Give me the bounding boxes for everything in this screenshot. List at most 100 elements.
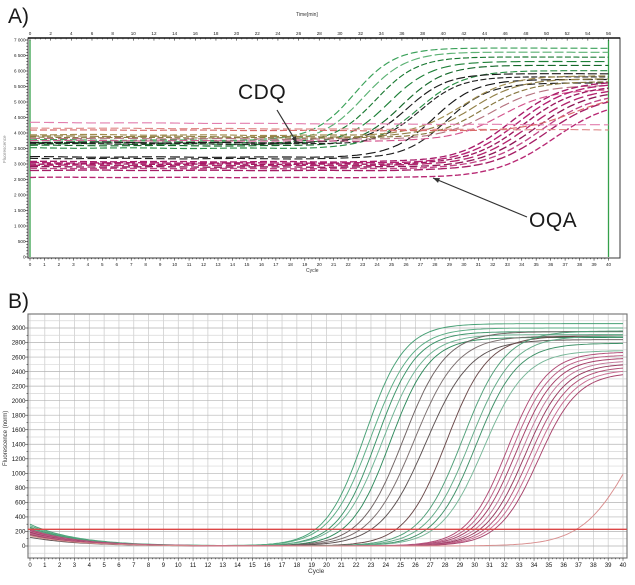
cycle-tick-label: 4 — [87, 262, 90, 267]
cycle-tick-label: 30 — [471, 563, 478, 569]
cycle-tick-label: 13 — [215, 262, 221, 267]
cycle-tick-label: 19 — [302, 262, 308, 267]
fluorescence-tick-label: 6 500 — [14, 53, 26, 58]
time-tick-label: 0 — [29, 31, 32, 36]
panel-b-label: B) — [8, 290, 29, 313]
fluorescence-tick-label: 2 000 — [14, 193, 26, 198]
cycle-tick-label: 35 — [546, 563, 553, 569]
cycle-tick-label: 26 — [412, 563, 419, 569]
panel-b-axes: 0 1 2 3 4 5 6 7 8 9 10 11 12 13 14 15 16 17 18 19 20 21 22 23 24… — [12, 325, 627, 569]
cycle-tick-label: 38 — [577, 262, 583, 267]
time-tick-label: 24 — [275, 31, 281, 36]
cycle-tick-label: 18 — [294, 563, 301, 569]
panel-b-x-axis-title: Cycle — [308, 568, 325, 575]
panel-a-series-line — [30, 93, 609, 168]
cycle-tick-label: 5 — [102, 563, 106, 569]
cycle-tick-label: 6 — [115, 262, 118, 267]
annotation-cdq: CDQ — [238, 81, 287, 104]
fluorescence-tick-label: 2200 — [12, 383, 26, 390]
time-tick-label: 4 — [70, 31, 73, 36]
cycle-tick-label: 26 — [403, 262, 409, 267]
cycle-tick-label: 28 — [432, 262, 438, 267]
cycle-tick-label: 8 — [144, 262, 147, 267]
time-tick-label: 28 — [317, 31, 323, 36]
fluorescence-tick-label: 1 500 — [14, 208, 26, 213]
time-tick-label: 14 — [172, 31, 178, 36]
time-tick-label: 6 — [91, 31, 94, 36]
panel-a-series-line — [30, 108, 609, 179]
fluorescence-tick-label: 5 500 — [14, 84, 26, 89]
time-tick-label: 16 — [193, 31, 199, 36]
cycle-tick-label: 9 — [159, 262, 162, 267]
annotation-arrowhead — [291, 136, 297, 143]
cycle-tick-label: 13 — [219, 563, 226, 569]
time-tick-label: 46 — [503, 31, 509, 36]
cycle-tick-label: 32 — [501, 563, 508, 569]
cycle-tick-label: 20 — [317, 262, 323, 267]
cycle-tick-label: 32 — [490, 262, 496, 267]
panel-a-annotation-arrows — [276, 109, 528, 218]
fluorescence-tick-label: 7 000 — [14, 38, 26, 43]
panel-b-series-line — [29, 474, 624, 547]
cycle-tick-label: 9 — [162, 563, 166, 569]
cycle-tick-label: 39 — [605, 563, 612, 569]
cycle-tick-label: 3 — [73, 563, 77, 569]
cycle-tick-label: 15 — [244, 262, 250, 267]
time-tick-label: 8 — [111, 31, 114, 36]
cycle-tick-label: 38 — [590, 563, 597, 569]
panel-a-series-line — [30, 121, 609, 126]
fluorescence-tick-label: 500 — [18, 239, 26, 244]
panel-a-series-line — [29, 73, 609, 144]
time-tick-label: 54 — [585, 31, 591, 36]
cycle-tick-label: 24 — [375, 262, 381, 267]
panel-a-series-line — [30, 82, 609, 163]
fluorescence-tick-label: 3 000 — [14, 162, 26, 167]
time-tick-label: 34 — [379, 31, 385, 36]
cycle-tick-label: 18 — [288, 262, 294, 267]
cycle-tick-label: 25 — [389, 262, 395, 267]
fluorescence-tick-label: 1000 — [12, 471, 26, 478]
fluorescence-tick-label: 4 500 — [14, 115, 26, 120]
time-tick-label: 52 — [565, 31, 571, 36]
fluorescence-tick-label: 800 — [15, 485, 26, 492]
cycle-tick-label: 8 — [147, 563, 151, 569]
cycle-tick-label: 23 — [360, 262, 366, 267]
fluorescence-tick-label: 3 500 — [14, 146, 26, 151]
fluorescence-tick-label: 400 — [15, 514, 26, 521]
panel-a-series-line — [30, 100, 609, 132]
cycle-tick-label: 20 — [323, 563, 330, 569]
cycle-tick-label: 4 — [88, 563, 92, 569]
cycle-tick-label: 34 — [519, 262, 525, 267]
panel-a-x-axis-title: Cycle — [306, 268, 319, 274]
fluorescence-tick-label: 5 000 — [14, 100, 26, 105]
panel-a-series-line — [30, 81, 609, 139]
panel-b-curves — [29, 323, 624, 547]
cycle-tick-label: 5 — [101, 262, 104, 267]
panel-a-series-line — [30, 64, 609, 147]
panel-a-series-line — [30, 101, 609, 172]
panel-a-series-line — [29, 82, 609, 160]
cycle-tick-label: 15 — [249, 563, 256, 569]
cycle-tick-label: 12 — [205, 563, 212, 569]
cycle-tick-label: 22 — [346, 262, 352, 267]
cycle-tick-label: 1 — [43, 262, 46, 267]
fluorescence-tick-label: 4 000 — [14, 131, 26, 136]
fluorescence-tick-label: 1 000 — [14, 224, 26, 229]
cycle-tick-label: 35 — [534, 262, 540, 267]
panel-b-grid — [28, 314, 627, 558]
time-tick-label: 48 — [523, 31, 529, 36]
panel-a-series-line — [29, 89, 609, 142]
cycle-tick-label: 29 — [457, 563, 464, 569]
time-tick-label: 32 — [358, 31, 364, 36]
cycle-tick-label: 7 — [132, 563, 136, 569]
time-tick-label: 44 — [482, 31, 488, 36]
fluorescence-tick-label: 0 — [23, 255, 26, 260]
cycle-tick-label: 11 — [187, 262, 192, 267]
cycle-tick-label: 33 — [505, 262, 511, 267]
cycle-tick-label: 3 — [72, 262, 75, 267]
fluorescence-tick-label: 200 — [15, 529, 26, 536]
panel-a-plot: 0 2 4 6 8 10 12 14 16 18 20 22 24 26 28 30 32 34 36 38 40 42 4… — [14, 31, 621, 267]
cycle-tick-label: 22 — [353, 563, 360, 569]
cycle-tick-label: 24 — [382, 563, 389, 569]
